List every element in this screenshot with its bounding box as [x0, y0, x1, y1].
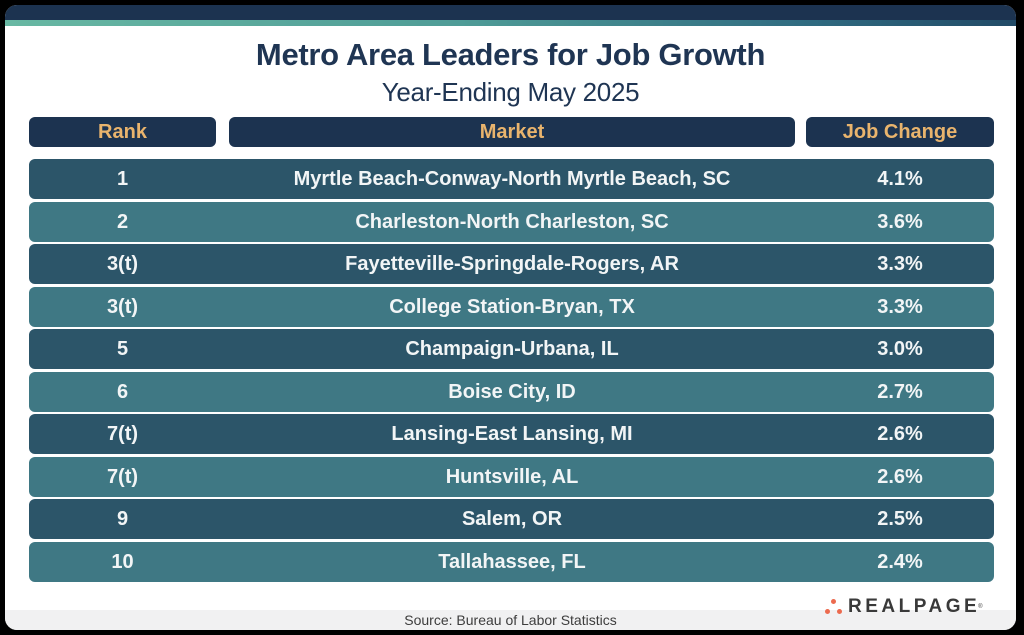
source-note: Source: Bureau of Labor Statistics: [404, 612, 617, 628]
realpage-logo: REALPAGE ®: [822, 595, 983, 619]
logo-dot: [837, 609, 842, 614]
table-row: 7(t) Lansing-East Lansing, MI 2.6%: [29, 414, 994, 454]
market-cell: Huntsville, AL: [445, 465, 579, 488]
job-change-cell: 2.6%: [877, 423, 923, 445]
job-change-cell: 2.5%: [877, 508, 923, 530]
job-change-cell: 2.4%: [877, 550, 923, 573]
table-row: 10 Tallahassee, FL 2.4%: [29, 541, 994, 582]
table-row: 9 Salem, OR 2.5%: [29, 499, 994, 539]
market-cell: Fayetteville-Springdale-Rogers, AR: [345, 253, 679, 275]
rank-cell: 7(t): [106, 423, 139, 445]
page-title: Metro Area Leaders for Job Growth: [255, 37, 766, 72]
market-cell: Champaign-Urbana, IL: [405, 338, 619, 360]
rank-cell: 7(t): [106, 465, 139, 488]
job-change-cell: 3.6%: [877, 210, 923, 233]
column-header-market: Market: [229, 117, 795, 147]
logo-dots-icon: [822, 597, 846, 617]
job-change-cell: 3.0%: [877, 338, 923, 360]
market-cell: Boise City, ID: [448, 380, 576, 403]
job-change-cell: 4.1%: [877, 168, 923, 190]
table-row: 5 Champaign-Urbana, IL 3.0%: [29, 329, 994, 369]
column-header-rank: Rank: [29, 117, 216, 147]
job-change-cell: 2.7%: [877, 380, 923, 403]
table-row: 6 Boise City, ID 2.7%: [29, 371, 994, 412]
market-cell: College Station-Bryan, TX: [389, 295, 635, 318]
infographic-card: Metro Area Leaders for Job Growth Year-E…: [5, 5, 1016, 630]
table-row: 7(t) Huntsville, AL 2.6%: [29, 456, 994, 497]
accent-strip: [5, 20, 1016, 26]
table-row: 2 Charleston-North Charleston, SC 3.6%: [29, 201, 994, 242]
table-body: 1 Myrtle Beach-Conway-North Myrtle Beach…: [29, 159, 994, 584]
footer-band: [5, 610, 1016, 630]
table-row: 1 Myrtle Beach-Conway-North Myrtle Beach…: [29, 159, 994, 199]
rank-cell: 3(t): [106, 295, 139, 318]
table-row: 3(t) Fayetteville-Springdale-Rogers, AR …: [29, 244, 994, 284]
market-cell: Tallahassee, FL: [438, 550, 586, 573]
rank-cell: 10: [111, 550, 134, 573]
table-row: 3(t) College Station-Bryan, TX 3.3%: [29, 286, 994, 327]
registered-mark: ®: [978, 604, 983, 610]
page-subtitle: Year-Ending May 2025: [381, 77, 640, 107]
job-change-cell: 2.6%: [877, 465, 923, 488]
job-change-cell: 3.3%: [877, 295, 923, 318]
top-bar: [5, 5, 1016, 20]
rank-cell: 3(t): [106, 253, 139, 275]
rank-cell: 2: [116, 210, 129, 233]
logo-wordmark: REALPAGE: [848, 596, 981, 617]
market-cell: Salem, OR: [461, 508, 563, 530]
rank-cell: 5: [116, 338, 129, 360]
market-cell: Charleston-North Charleston, SC: [355, 210, 669, 233]
column-header-job-change: Job Change: [806, 117, 994, 147]
logo-dot: [825, 609, 830, 614]
logo-dot: [831, 599, 836, 604]
rank-cell: 6: [116, 380, 129, 403]
rank-cell: 9: [116, 508, 129, 530]
market-cell: Lansing-East Lansing, MI: [391, 423, 633, 445]
rank-cell: 1: [116, 168, 129, 190]
market-cell: Myrtle Beach-Conway-North Myrtle Beach, …: [293, 168, 731, 190]
job-change-cell: 3.3%: [877, 253, 923, 275]
